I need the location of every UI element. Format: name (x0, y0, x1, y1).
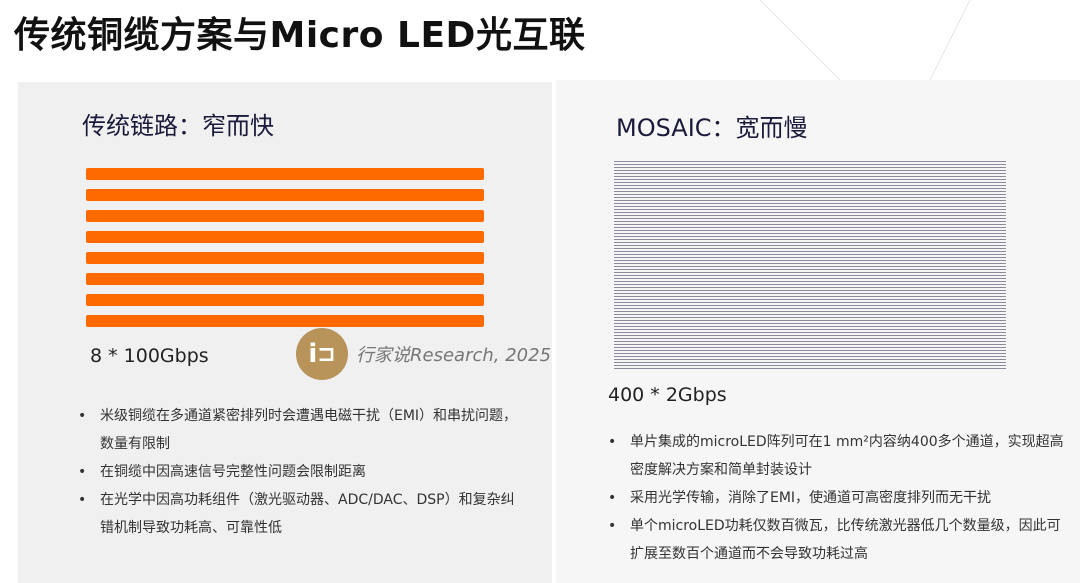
microled-channel-lines (614, 161, 1006, 371)
watermark-text: 行家说Research, 2025 (356, 345, 552, 366)
watermark-logo-icon: i ⊐ (296, 328, 348, 380)
background-decoration (759, 0, 971, 80)
copper-channel-bar (86, 294, 484, 306)
copper-channel-bar (86, 315, 484, 327)
list-item: 采用光学传输，消除了EMI，使通道可高密度排列而无干扰 (604, 484, 1074, 512)
list-item: 单个microLED功耗仅数百微瓦，比传统激光器低几个数量级，因此可扩展至数百个… (604, 512, 1074, 568)
bullet-list: 米级铜缆在多通道紧密排列时会遭遇电磁干扰（EMI）和串扰问题，数量有限制 在铜缆… (74, 402, 524, 542)
copper-channel-bar (86, 210, 484, 222)
watermark: i ⊐ 行家说Research, 2025 (296, 328, 551, 380)
page-title: 传统铜缆方案与Micro LED光互联 (14, 15, 586, 56)
copper-channel-bar (86, 231, 484, 243)
copper-channel-bar (86, 273, 484, 285)
panel-heading: 传统链路：窄而快 (82, 112, 274, 140)
copper-channel-bar (86, 189, 484, 201)
mosaic-panel: MOSAIC：宽而慢 400 * 2Gbps 单片集成的microLED阵列可在… (556, 80, 1080, 583)
copper-channel-bar (86, 252, 484, 264)
list-item: 米级铜缆在多通道紧密排列时会遭遇电磁干扰（EMI）和串扰问题，数量有限制 (74, 402, 524, 458)
bullet-list: 单片集成的microLED阵列可在1 mm²内容纳400多个通道，实现超高密度解… (604, 428, 1074, 568)
link-rate: 8 * 100Gbps (90, 345, 209, 367)
panel-heading: MOSAIC：宽而慢 (616, 114, 808, 142)
list-item: 在光学中因高功耗组件（激光驱动器、ADC/DAC、DSP）和复杂纠错机制导致功耗… (74, 486, 524, 542)
link-rate: 400 * 2Gbps (608, 384, 727, 406)
copper-channel-bar (86, 168, 484, 180)
traditional-link-panel: 传统链路：窄而快 8 * 100Gbps 米级铜缆在多通道紧密排列时会遭遇电磁干… (18, 82, 552, 583)
copper-channel-bars (86, 168, 484, 336)
list-item: 单片集成的microLED阵列可在1 mm²内容纳400多个通道，实现超高密度解… (604, 428, 1074, 484)
list-item: 在铜缆中因高速信号完整性问题会限制距离 (74, 458, 524, 486)
